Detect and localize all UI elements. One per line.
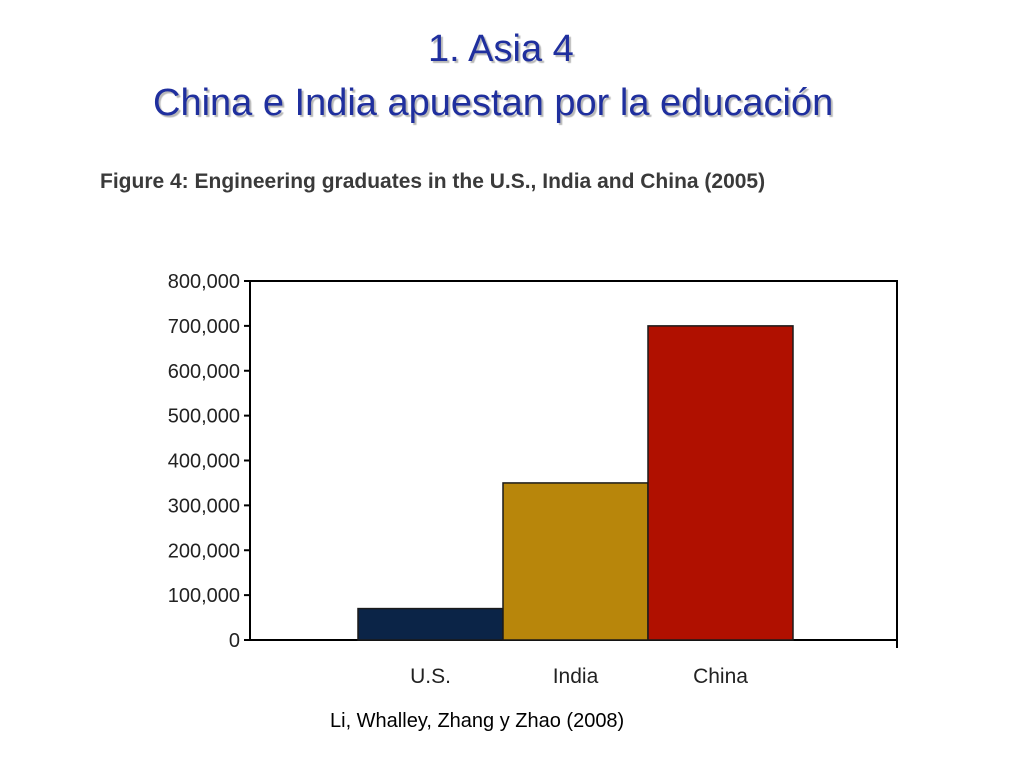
slide-title-line-2: China e India apuestan por la educación	[153, 82, 834, 124]
x-tick-label: U.S.	[410, 665, 451, 688]
y-tick-label: 200,000	[168, 540, 240, 562]
y-tick-label: 700,000	[168, 316, 240, 338]
x-tick-label: China	[693, 665, 748, 688]
y-tick-label: 800,000	[168, 271, 240, 293]
y-tick-label: 600,000	[168, 361, 240, 383]
slide-title-line-1: 1. Asia 4	[428, 28, 574, 70]
x-tick-label: India	[553, 665, 599, 688]
chart-title: Figure 4: Engineering graduates in the U…	[100, 170, 766, 193]
y-tick-label: 300,000	[168, 495, 240, 517]
y-tick-label: 400,000	[168, 451, 240, 473]
y-tick-label: 500,000	[168, 406, 240, 428]
bar-china	[647, 325, 794, 641]
y-tick-label: 100,000	[168, 585, 240, 607]
bar-u-s	[357, 607, 504, 641]
source-citation: Li, Whalley, Zhang y Zhao (2008)	[330, 710, 625, 732]
y-tick-label: 0	[229, 630, 240, 652]
bar-india	[502, 482, 649, 641]
